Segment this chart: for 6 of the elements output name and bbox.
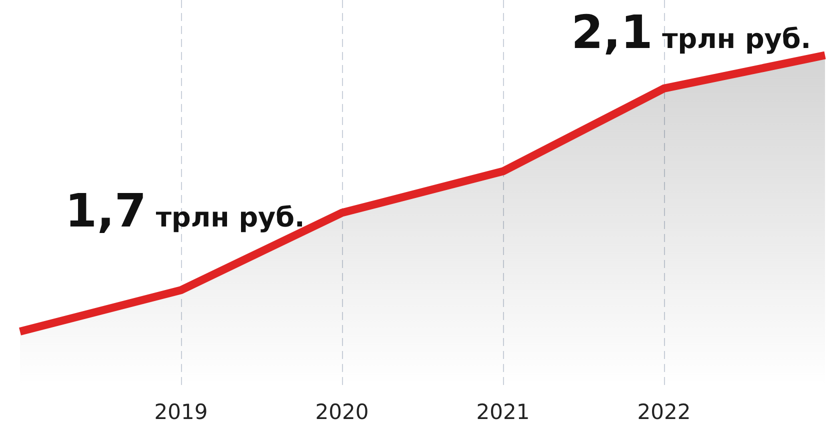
x-tick-label: 2019 [154, 400, 208, 424]
x-tick-label: 2022 [637, 400, 691, 424]
annotation: 2,1 трлн руб. [571, 5, 812, 59]
annotation: 1,7 трлн руб. [65, 184, 305, 238]
x-tick-label: 2020 [315, 400, 369, 424]
x-tick-label: 2021 [476, 400, 530, 424]
